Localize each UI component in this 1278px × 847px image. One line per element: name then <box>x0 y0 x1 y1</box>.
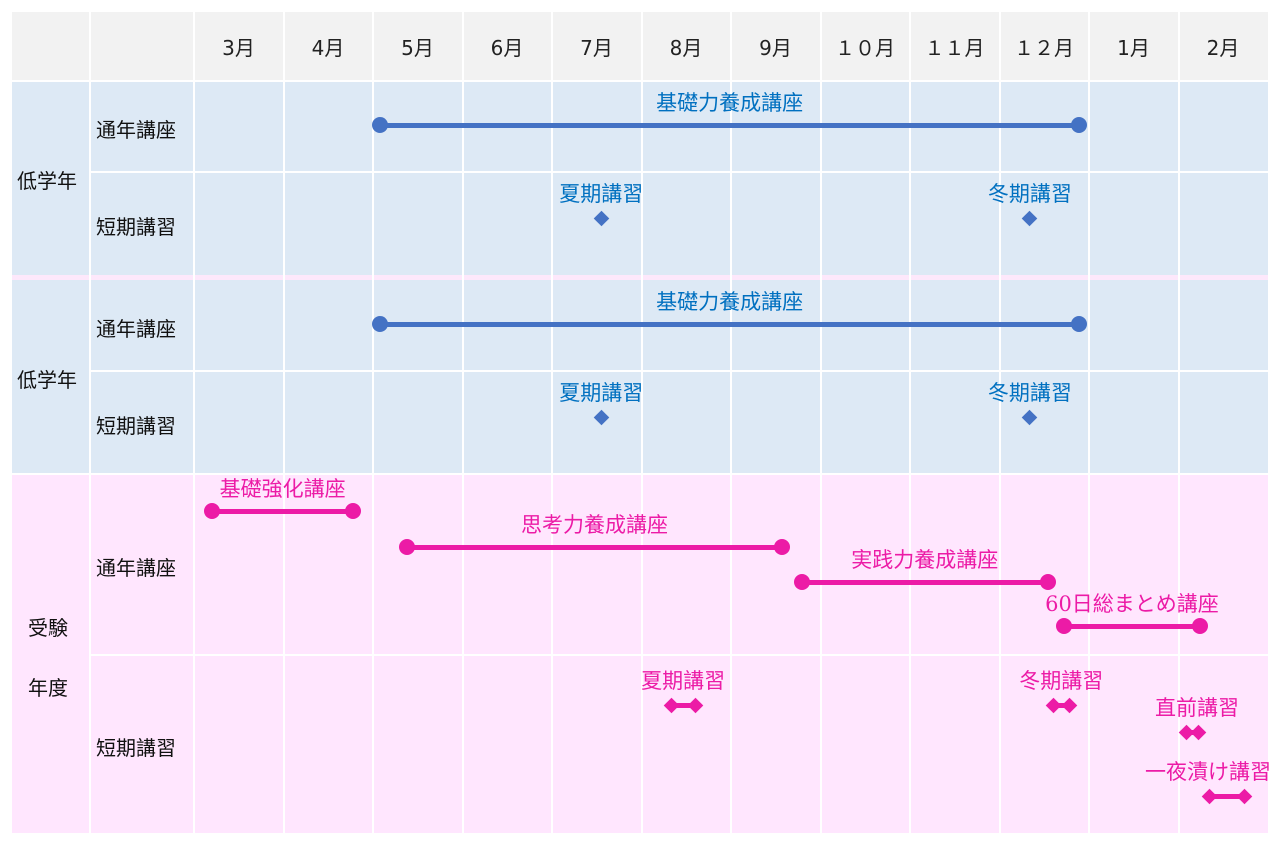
grid-line <box>89 12 91 833</box>
month-header: 8月 <box>669 36 703 60</box>
endpoint-circle-icon <box>793 574 810 590</box>
row-label: 短期講習 <box>96 736 176 760</box>
duration-bar <box>407 544 782 550</box>
section-label: 低学年 <box>17 169 77 193</box>
item-label: 夏期講習 <box>559 182 644 206</box>
month-header: １２月 <box>1014 36 1074 60</box>
grid-line <box>909 12 911 833</box>
duration-bar <box>671 702 696 708</box>
grid-line <box>820 12 822 833</box>
endpoint-circle-icon <box>372 117 389 133</box>
grid-line <box>372 12 374 833</box>
duration-bar <box>211 508 354 514</box>
duration-bar <box>1053 702 1070 708</box>
item-label: 夏期講習 <box>641 669 726 693</box>
endpoint-circle-icon <box>1039 574 1056 590</box>
month-header: １１月 <box>924 36 985 60</box>
row-label: 通年講座 <box>96 556 176 580</box>
grid-line <box>1088 12 1090 833</box>
grid-line <box>641 12 643 833</box>
grid-line <box>90 171 1268 173</box>
endpoint-circle-icon <box>1071 117 1088 133</box>
item-label: 実践力養成講座 <box>851 548 999 572</box>
item-label: 冬期講習 <box>987 381 1072 405</box>
endpoint-circle-icon <box>203 503 220 519</box>
duration-bar <box>380 122 1080 128</box>
section-label: 低学年 <box>17 368 77 392</box>
section-lower-grade-1 <box>12 80 1268 275</box>
endpoint-circle-icon <box>345 503 362 519</box>
grid-line <box>999 12 1001 833</box>
grid-line <box>283 12 285 833</box>
grid-line <box>90 370 1268 372</box>
item-label: 基礎力養成講座 <box>656 91 804 115</box>
item-label: 冬期講習 <box>1019 669 1104 693</box>
item-label: 一夜漬け講習 <box>1145 760 1271 784</box>
month-header: 4月 <box>311 36 345 60</box>
grid-line <box>90 654 1268 656</box>
grid-line <box>551 12 553 833</box>
item-label: 思考力養成講座 <box>521 513 668 537</box>
duration-bar <box>380 321 1080 327</box>
endpoint-circle-icon <box>774 539 790 555</box>
month-header: 3月 <box>222 36 255 60</box>
month-header: 6月 <box>490 36 524 60</box>
section-lower-grade-2 <box>12 280 1268 473</box>
endpoint-circle-icon <box>1071 316 1088 332</box>
endpoint-circle-icon <box>399 539 415 555</box>
endpoint-circle-icon <box>1055 618 1072 634</box>
month-header: 2月 <box>1206 36 1240 60</box>
section-label: 年度 <box>28 676 68 700</box>
month-header: 1月 <box>1117 36 1150 60</box>
grid-line <box>730 12 732 833</box>
header-corner <box>12 12 1268 80</box>
month-header: １０月 <box>835 36 895 60</box>
duration-bar <box>1209 793 1245 799</box>
grid-line <box>193 12 195 833</box>
duration-bar <box>1063 623 1200 629</box>
grid-line <box>462 12 464 833</box>
item-label: 直前講習 <box>1155 696 1239 720</box>
duration-bar <box>801 579 1048 585</box>
row-label: 短期講習 <box>96 414 176 438</box>
grid-line <box>1178 12 1180 833</box>
row-label: 通年講座 <box>96 317 176 341</box>
item-label: 冬期講習 <box>987 182 1072 206</box>
month-header: 5月 <box>401 36 434 60</box>
month-header: 9月 <box>759 36 792 60</box>
row-label: 短期講習 <box>96 215 176 239</box>
item-label: 基礎力養成講座 <box>656 290 804 314</box>
endpoint-circle-icon <box>1191 618 1208 634</box>
item-label: 基礎強化講座 <box>219 477 346 501</box>
grid-line <box>12 80 1268 82</box>
month-header: 7月 <box>580 36 613 60</box>
endpoint-circle-icon <box>372 316 389 332</box>
row-label: 通年講座 <box>96 118 176 142</box>
item-label: 60日総まとめ講座 <box>1045 592 1219 616</box>
item-label: 夏期講習 <box>559 381 644 405</box>
section-label: 受験 <box>28 616 68 640</box>
